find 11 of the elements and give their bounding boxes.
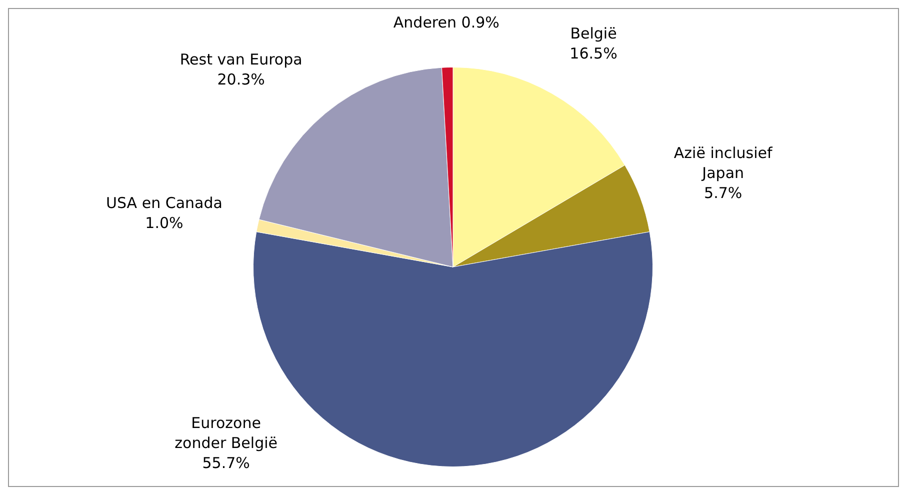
slice-label: Eurozone zonder België <box>174 414 278 452</box>
slice-label: USA en Canada <box>106 194 222 212</box>
data-label: 16.5% <box>570 44 618 63</box>
data-label: 1.0% <box>145 214 184 232</box>
slice-label: Rest van Europa <box>180 50 302 68</box>
slice-label: Azië inclusief Japan <box>674 144 774 182</box>
slice-label: België <box>570 24 617 43</box>
data-label: 55.7% <box>202 454 250 472</box>
data-label: 5.7% <box>704 184 742 202</box>
slice-label: Anderen 0.9% <box>393 13 500 32</box>
data-label: 20.3% <box>217 70 265 88</box>
